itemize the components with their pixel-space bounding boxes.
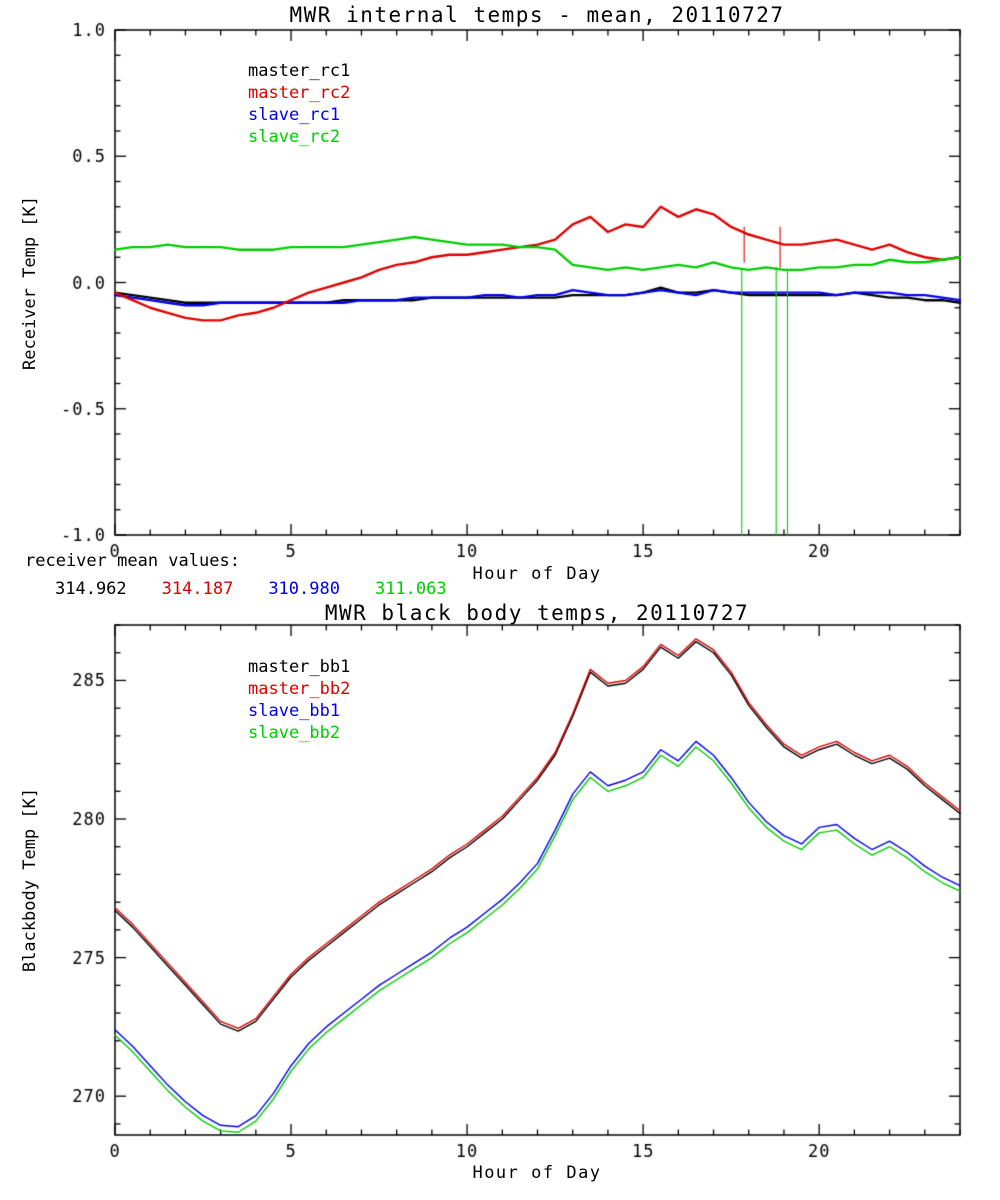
receiver-chart-title: MWR internal temps - mean, 20110727: [289, 3, 785, 27]
receiver-mean-value-2: 310.980: [268, 579, 340, 599]
legend-item-master_rc2: master_rc2: [248, 83, 351, 103]
receiver-xaxis-label: Hour of Day: [472, 564, 602, 584]
receiver-mean-value-3: 311.063: [374, 579, 447, 599]
blackbody-yaxis-label: Blackbody Temp [K]: [20, 787, 40, 973]
legend-item-slave_rc1: slave_rc1: [248, 105, 341, 125]
blackbody-temp-plot-canvas: [0, 600, 1000, 1200]
blackbody-legend: master_bb1 master_bb2 slave_bb1 slave_bb2: [248, 656, 350, 744]
receiver-yaxis-label: Receiver Temp [K]: [20, 196, 40, 370]
receiver-temp-plot-canvas: [0, 0, 1000, 600]
receiver-mean-value-1: 314.187: [161, 579, 234, 599]
receiver-mean-value-0: 314.962: [55, 579, 127, 599]
legend-item-slave_bb1: slave_bb1: [248, 701, 341, 721]
receiver-means-label: receiver mean values:: [25, 551, 240, 571]
blackbody-chart-title: MWR black body temps, 20110727: [324, 601, 750, 625]
legend-item-slave_bb2: slave_bb2: [248, 723, 341, 743]
receiver-legend: master_rc1 master_rc2 slave_rc1 slave_rc2: [248, 60, 350, 148]
receiver-means-values: 314.962 314.187 310.980 311.063: [55, 579, 482, 599]
legend-item-master_rc1: master_rc1: [248, 61, 351, 81]
legend-item-slave_rc2: slave_rc2: [248, 127, 341, 147]
legend-item-master_bb2: master_bb2: [248, 679, 351, 699]
blackbody-xaxis-label: Hour of Day: [472, 1163, 602, 1183]
legend-item-master_bb1: master_bb1: [248, 657, 351, 677]
